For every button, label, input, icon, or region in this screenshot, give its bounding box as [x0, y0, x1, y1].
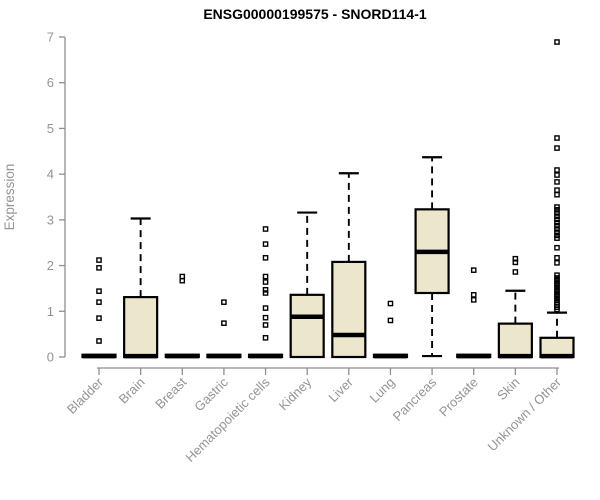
y-tick-label: 6 [47, 75, 54, 90]
box-prostate [456, 267, 492, 359]
x-tick-label-brain: Brain [116, 375, 148, 407]
outlier-point [554, 260, 560, 266]
outlier-point [512, 269, 519, 275]
outlier-point [554, 172, 560, 178]
x-tick-label-kidney: Kidney [276, 374, 315, 413]
outlier-point [262, 287, 269, 293]
outlier-point [262, 305, 269, 311]
outlier-point [554, 229, 560, 236]
outlier-point [554, 167, 560, 173]
box-lung [372, 300, 409, 359]
outlier-point [96, 265, 102, 271]
box-hematopoietic-cells [247, 226, 284, 359]
box-gastric [206, 299, 242, 359]
x-tick-label-gastric: Gastric [191, 374, 231, 414]
outlier-point [262, 254, 269, 261]
outlier-point [554, 206, 560, 213]
y-tick-label: 4 [47, 167, 54, 182]
iqr-box [123, 296, 159, 359]
outlier-point [387, 300, 394, 307]
x-tick-label-liver: Liver [325, 374, 356, 405]
y-tick-label: 2 [47, 258, 54, 273]
outlier-point [554, 219, 560, 226]
outlier-point [512, 259, 519, 266]
outlier-point [221, 299, 227, 305]
box-kidney [289, 211, 325, 359]
outlier-point [96, 299, 102, 305]
x-tick-label-skin: Skin [494, 375, 522, 403]
y-axis-title: Expression [2, 164, 17, 231]
x-tick-label-lung: Lung [367, 375, 398, 406]
chart-title: ENSG00000199575 - SNORD114-1 [203, 6, 427, 22]
y-axis: 0 1 2 3 4 5 6 7 [47, 30, 66, 365]
outlier-point [179, 277, 186, 284]
x-tick-label-breast: Breast [152, 374, 189, 411]
y-tick-label: 5 [47, 121, 54, 136]
y-tick-label: 1 [47, 304, 54, 319]
outlier-point [387, 317, 394, 324]
outlier-point [554, 179, 560, 185]
outlier-point [554, 187, 560, 193]
outlier-point [262, 279, 269, 285]
outlier-point [96, 338, 102, 344]
outlier-point [554, 213, 560, 220]
outlier-point [554, 39, 560, 45]
outlier-point [554, 191, 560, 198]
outlier-point [262, 241, 269, 247]
y-tick-label: 7 [47, 30, 54, 45]
outlier-point [554, 235, 560, 241]
outlier-point [470, 297, 477, 303]
outlier-point [554, 226, 560, 232]
outlier-point [554, 145, 560, 151]
outlier-point [554, 135, 560, 141]
y-tick-label: 0 [47, 350, 54, 365]
outlier-point [262, 314, 269, 321]
x-tick-label-unknown-other: Unknown / Other [485, 374, 565, 454]
box-pancreas [414, 156, 450, 358]
outlier-point [554, 254, 560, 261]
outlier-point [262, 322, 269, 328]
outlier-point [554, 216, 560, 223]
box-bladder [81, 257, 117, 359]
outlier-point [262, 335, 269, 341]
outlier-point [262, 273, 269, 280]
outlier-point [221, 320, 227, 326]
outlier-point [96, 315, 102, 321]
x-tick-label-prostate: Prostate [436, 375, 481, 420]
x-tick-label-pancreas: Pancreas [390, 374, 440, 424]
box-liver [331, 172, 367, 359]
outlier-point [554, 210, 560, 216]
box-breast [164, 273, 200, 359]
iqr-box [289, 293, 325, 359]
y-tick-label: 3 [47, 212, 54, 227]
outlier-point [262, 290, 269, 296]
outlier-point [554, 222, 560, 229]
outlier-point [96, 257, 102, 263]
iqr-box [497, 322, 533, 359]
outlier-point [470, 292, 477, 298]
box-brain [123, 217, 159, 359]
outlier-point [262, 226, 269, 232]
outlier-point [554, 306, 560, 313]
outlier-point [470, 267, 477, 273]
outlier-point [96, 288, 102, 294]
box-unknown-other [539, 39, 575, 359]
box-skin [497, 255, 533, 359]
outlier-point [554, 244, 560, 251]
iqr-box [331, 260, 367, 359]
x-tick-label-bladder: Bladder [64, 374, 107, 417]
